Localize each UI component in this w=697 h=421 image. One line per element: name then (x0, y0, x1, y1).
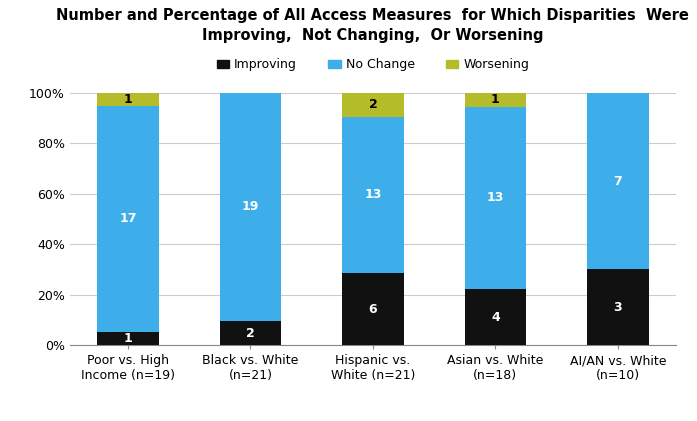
Text: 1: 1 (491, 93, 500, 106)
Text: 2: 2 (369, 98, 377, 111)
Text: 7: 7 (613, 175, 622, 187)
Text: 13: 13 (365, 188, 381, 201)
Bar (98, 332, 158, 345)
Bar (342, 273, 404, 345)
Title: Number and Percentage of All Access Measures  for Which Disparities  Were
Improv: Number and Percentage of All Access Meas… (56, 8, 689, 43)
Bar (465, 289, 526, 345)
Text: 1: 1 (123, 93, 132, 106)
Bar (342, 93, 404, 117)
Text: 19: 19 (242, 200, 259, 213)
Text: 6: 6 (369, 303, 377, 316)
Text: 3: 3 (613, 301, 622, 314)
Bar (465, 93, 526, 107)
Legend: Improving, No Change, Worsening: Improving, No Change, Worsening (211, 53, 535, 76)
Bar (342, 117, 404, 273)
Bar (588, 269, 648, 345)
Text: 17: 17 (119, 213, 137, 225)
Bar (220, 93, 281, 321)
Bar (588, 93, 648, 269)
Bar (98, 106, 158, 332)
Text: 2: 2 (246, 327, 255, 340)
Text: 13: 13 (487, 192, 504, 204)
Bar (98, 93, 158, 106)
Text: 4: 4 (491, 311, 500, 324)
Bar (220, 321, 281, 345)
Bar (465, 107, 526, 289)
Text: 1: 1 (123, 332, 132, 345)
